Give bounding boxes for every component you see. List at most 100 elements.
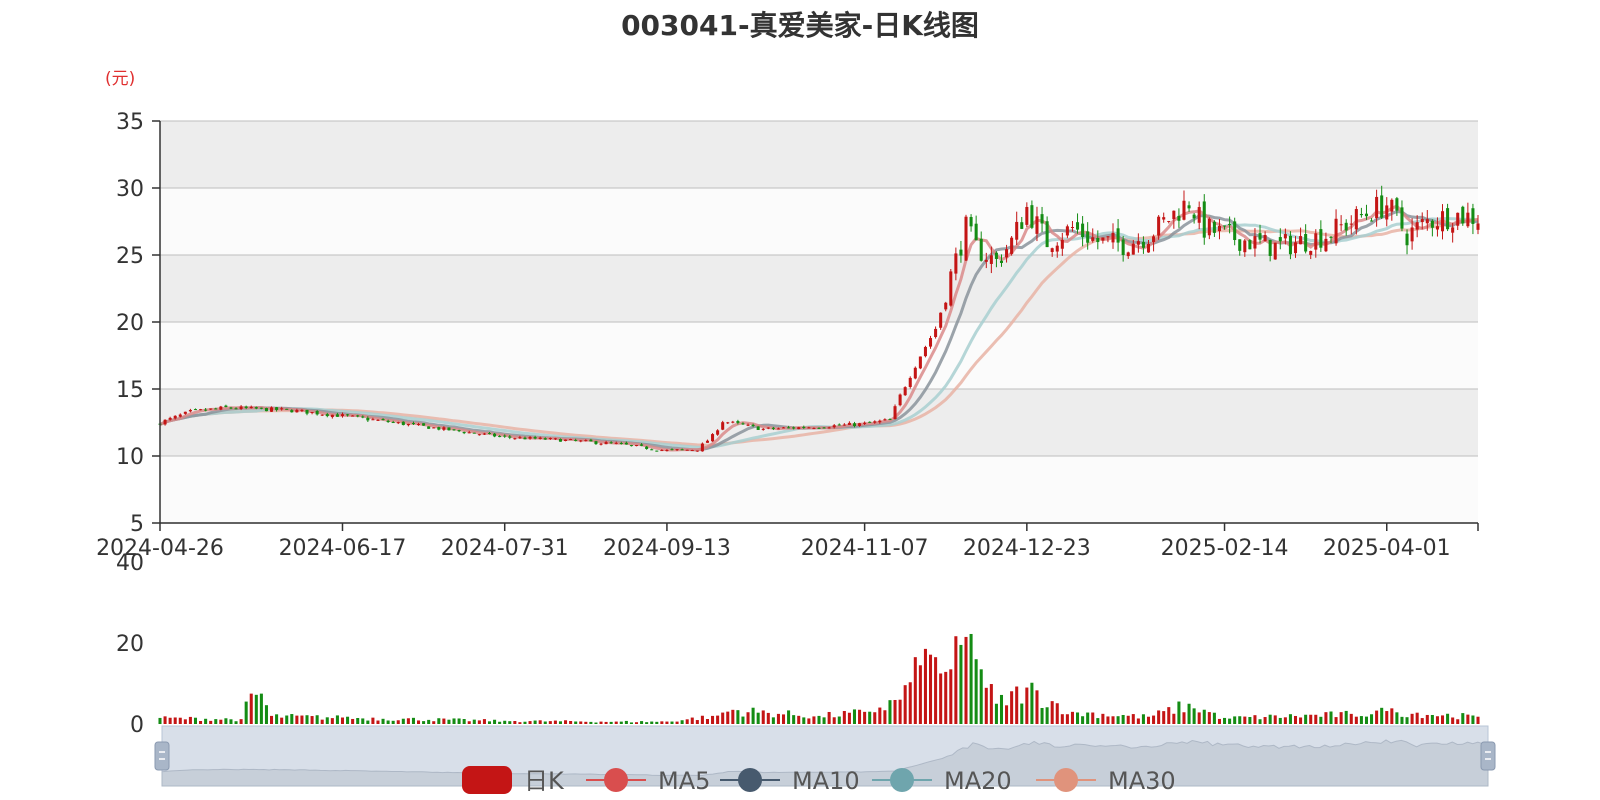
volume-bar bbox=[391, 720, 395, 724]
candle-body bbox=[280, 408, 284, 410]
volume-bar bbox=[939, 673, 943, 724]
candle-body bbox=[984, 259, 988, 262]
volume-bar bbox=[361, 718, 365, 724]
candle-body bbox=[1364, 213, 1368, 217]
candle-body bbox=[295, 409, 299, 413]
legend-item[interactable]: MA5 bbox=[586, 767, 710, 795]
candle-body bbox=[868, 421, 872, 423]
volume-bar bbox=[173, 717, 177, 724]
candle-body bbox=[1440, 211, 1445, 232]
legend-item[interactable]: MA20 bbox=[872, 767, 1012, 795]
drag-handle-icon[interactable] bbox=[1480, 741, 1496, 771]
data-zoom-slider[interactable] bbox=[154, 725, 1496, 787]
candle-body bbox=[422, 423, 426, 426]
candle-body bbox=[634, 445, 639, 447]
volume-bar bbox=[929, 654, 933, 724]
chart-legend: 日K MA5 MA10 MA20 MA30 bbox=[462, 766, 1176, 795]
candle-body bbox=[842, 424, 846, 426]
y-tick-label: 20 bbox=[116, 311, 144, 336]
candle-body bbox=[934, 328, 938, 338]
volume-bar bbox=[650, 721, 654, 724]
volume-bar bbox=[1288, 714, 1292, 724]
volume-bar bbox=[1101, 713, 1105, 724]
candle-body bbox=[670, 449, 674, 451]
legend-item[interactable]: MA30 bbox=[1036, 767, 1176, 795]
candle-body bbox=[1334, 218, 1338, 244]
candle-body bbox=[1329, 236, 1333, 238]
date-axis-ticks: 2024-04-26 2024-06-17 2024-07-31 2024-09-13… bbox=[96, 523, 1479, 561]
legend-item[interactable]: 日K bbox=[462, 766, 565, 795]
candle-body bbox=[989, 255, 993, 264]
candle-body bbox=[1278, 237, 1282, 242]
volume-bar bbox=[817, 715, 821, 724]
candle-body bbox=[1081, 223, 1085, 238]
volume-bar bbox=[776, 713, 780, 724]
candle-body bbox=[1146, 243, 1151, 253]
volume-bar bbox=[1243, 716, 1247, 724]
candle-body bbox=[939, 312, 943, 328]
candle-body bbox=[508, 436, 512, 438]
candle-body bbox=[259, 407, 263, 409]
drag-handle-icon[interactable] bbox=[154, 741, 170, 771]
ma-line-ma30 bbox=[159, 218, 1479, 447]
volume-bar bbox=[254, 694, 258, 724]
candle-body bbox=[1035, 216, 1039, 234]
volume-bar bbox=[979, 669, 983, 724]
legend-marker bbox=[604, 768, 628, 792]
x-tick-label: 2024-04-26 bbox=[96, 536, 224, 561]
drag-handle-body[interactable] bbox=[1480, 741, 1496, 771]
volume-bar bbox=[705, 719, 709, 724]
candle-body bbox=[254, 407, 258, 409]
volume-bar bbox=[1050, 701, 1054, 724]
volume-bar bbox=[1339, 712, 1343, 724]
drag-handle-body[interactable] bbox=[154, 741, 170, 771]
volume-bar bbox=[1065, 714, 1069, 724]
candle-body bbox=[1197, 207, 1201, 223]
candle-body bbox=[802, 426, 806, 428]
candle-body bbox=[1167, 221, 1171, 223]
volume-bar bbox=[1076, 712, 1080, 724]
candle-body bbox=[650, 449, 654, 451]
volume-bar bbox=[634, 722, 639, 724]
volume-bar bbox=[711, 715, 715, 724]
candle-body bbox=[1299, 236, 1303, 245]
legend-marker bbox=[890, 768, 914, 792]
candle-body bbox=[472, 432, 476, 434]
volume-bar bbox=[944, 671, 948, 724]
volume-bar bbox=[396, 720, 400, 724]
volume-bar bbox=[1025, 687, 1029, 724]
candle-body bbox=[918, 356, 922, 369]
candle-body bbox=[624, 442, 628, 445]
candle-body bbox=[776, 428, 780, 430]
candle-body bbox=[665, 449, 669, 451]
candle-body bbox=[827, 427, 831, 429]
candle-body bbox=[1172, 210, 1176, 219]
volume-bar bbox=[300, 715, 304, 724]
candle-body bbox=[1258, 233, 1262, 240]
legend-item[interactable]: MA10 bbox=[720, 767, 860, 795]
candle-body bbox=[1380, 195, 1384, 218]
candle-body bbox=[1273, 242, 1277, 260]
volume-bar bbox=[964, 636, 968, 724]
candle-body bbox=[594, 441, 598, 445]
candle-body bbox=[1293, 242, 1298, 254]
candle-body bbox=[1025, 206, 1029, 225]
volume-bar bbox=[295, 715, 299, 724]
volume-bar bbox=[1217, 718, 1221, 724]
candle-body bbox=[482, 433, 486, 435]
candle-body bbox=[1435, 226, 1439, 230]
candle-body bbox=[168, 417, 172, 420]
volume-bar bbox=[984, 687, 988, 724]
volume-bar bbox=[1425, 714, 1429, 724]
volume-bar bbox=[847, 712, 851, 724]
volume-bar bbox=[239, 719, 243, 724]
volume-bar bbox=[1096, 718, 1100, 724]
legend-label: MA5 bbox=[658, 767, 710, 795]
y-tick-label: 15 bbox=[116, 378, 144, 403]
candle-body bbox=[376, 419, 380, 421]
candle-body bbox=[898, 394, 902, 406]
volume-bar bbox=[472, 719, 476, 724]
candle-body bbox=[883, 419, 887, 421]
candle-body bbox=[285, 408, 289, 410]
